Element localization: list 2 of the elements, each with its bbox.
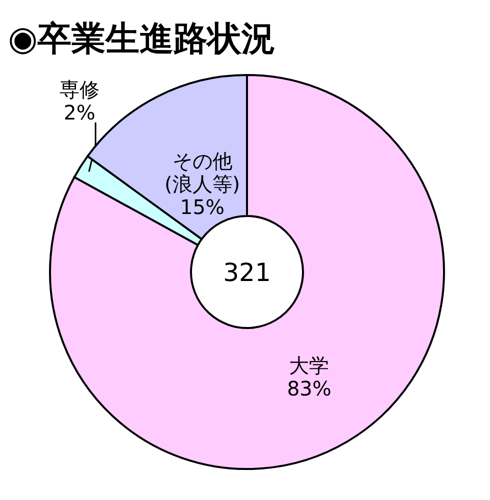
annotation: 321 [223, 258, 271, 287]
title: ◉卒業生進路状況 [8, 19, 276, 59]
